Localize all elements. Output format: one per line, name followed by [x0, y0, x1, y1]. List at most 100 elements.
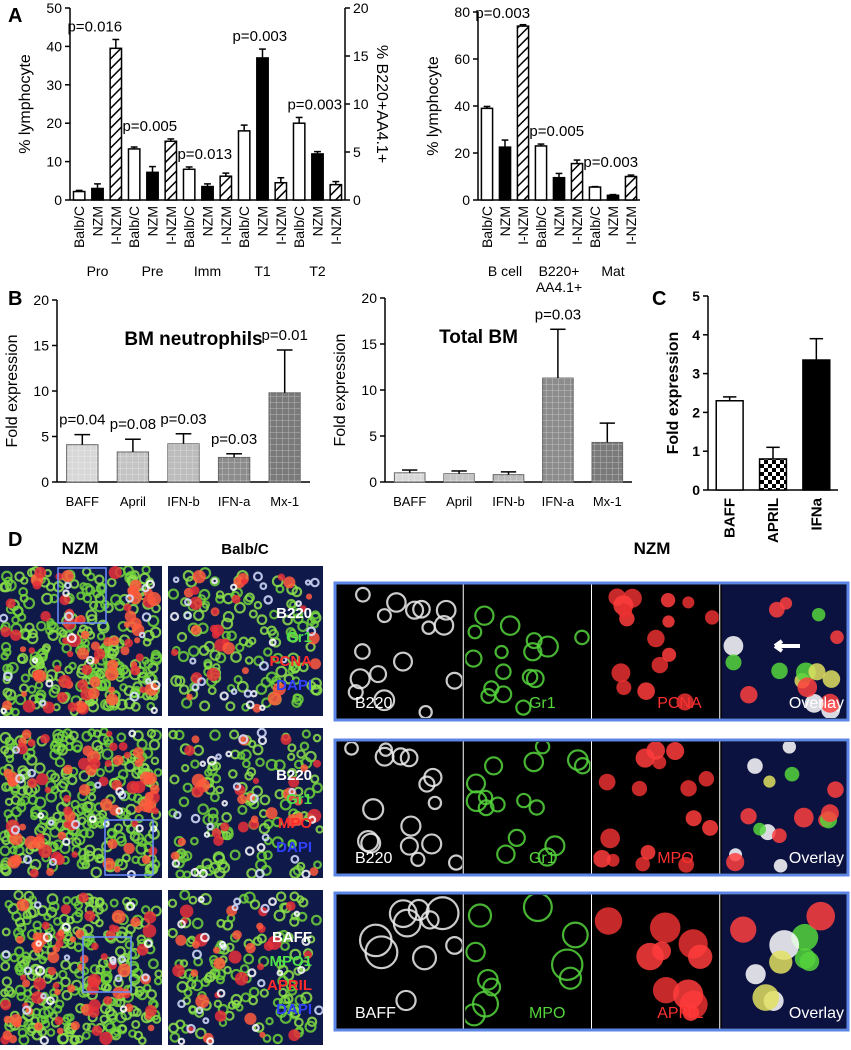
cell — [199, 893, 212, 906]
cell — [178, 796, 190, 808]
tile-label: B220 — [355, 850, 392, 867]
cell — [768, 601, 785, 618]
cell — [102, 820, 110, 828]
cell — [190, 759, 200, 769]
micrograph — [465, 895, 591, 1028]
group-label: Imm — [194, 263, 221, 279]
cell — [85, 655, 95, 665]
y-tick-label: 80 — [454, 4, 470, 20]
tile-label: MPO — [529, 1005, 565, 1022]
cell — [52, 728, 65, 741]
cell — [273, 909, 286, 922]
cell — [116, 732, 127, 743]
bar — [588, 186, 602, 201]
cell — [78, 784, 91, 796]
cell — [45, 780, 57, 792]
cell — [60, 976, 71, 988]
cell — [10, 629, 22, 641]
cell — [58, 628, 68, 638]
x-tick-label: NZM — [310, 206, 326, 236]
micrograph — [721, 895, 847, 1028]
cell — [216, 918, 226, 928]
p-value: p=0.08 — [110, 416, 156, 433]
cell — [256, 728, 267, 738]
cell — [96, 632, 106, 641]
cell — [313, 860, 322, 870]
cell — [248, 636, 257, 645]
cell — [799, 951, 820, 972]
tile-label: PCNA — [657, 695, 702, 712]
cell — [150, 825, 158, 833]
stain-label: Gr1 — [286, 791, 312, 808]
cell — [290, 664, 300, 674]
cell — [680, 780, 697, 797]
p-value: p=0.03 — [535, 306, 581, 323]
cell — [210, 607, 220, 617]
cell — [0, 626, 12, 638]
panel-label: B — [8, 288, 22, 310]
y-tick-label: 30 — [46, 77, 62, 93]
cell — [484, 756, 504, 776]
cell — [411, 945, 438, 971]
cell — [228, 950, 242, 964]
p-value: p=0.03 — [211, 431, 257, 448]
cell — [183, 611, 192, 620]
cell — [806, 901, 835, 931]
cell — [1, 976, 13, 987]
x-tick-label: NZM — [497, 206, 513, 236]
cell — [95, 767, 106, 778]
cell — [392, 651, 414, 672]
cell — [9, 953, 19, 963]
cell — [255, 868, 265, 878]
cell — [209, 729, 221, 741]
panel-label: C — [652, 288, 666, 310]
cell — [261, 833, 270, 842]
cell — [16, 798, 26, 807]
cell — [106, 1009, 118, 1021]
cell — [83, 844, 96, 857]
cell — [137, 755, 145, 763]
cell — [263, 850, 273, 861]
cell — [2, 687, 13, 698]
cell — [79, 582, 88, 591]
y-tick-label: 10 — [361, 382, 377, 398]
cell — [649, 912, 681, 944]
cell — [258, 660, 269, 671]
cell — [14, 571, 25, 582]
cell — [536, 635, 559, 658]
tile-label: Overlay — [789, 850, 844, 867]
cell — [90, 866, 103, 878]
cell — [288, 776, 300, 788]
cell — [515, 699, 532, 716]
cell — [128, 729, 137, 738]
cell — [177, 999, 186, 1009]
cell — [233, 897, 242, 906]
x-tick-label: I-NZM — [515, 206, 531, 245]
cell — [652, 977, 680, 1004]
y-tick-label: 0 — [462, 192, 470, 208]
cell — [0, 863, 11, 875]
cell — [39, 1035, 49, 1045]
cell — [15, 773, 26, 784]
cell — [256, 922, 264, 930]
cell — [573, 757, 591, 775]
column-header: NZM — [62, 539, 99, 558]
cell — [124, 638, 134, 648]
cell — [76, 647, 90, 660]
cell — [49, 841, 59, 852]
bar-texture — [591, 442, 623, 482]
p-value: p=0.013 — [177, 146, 232, 163]
cell — [131, 855, 140, 865]
cell — [209, 624, 219, 633]
x-tick-label: IFNa — [808, 497, 825, 530]
cell — [253, 655, 265, 667]
cell — [54, 664, 62, 673]
cell — [306, 626, 317, 637]
cell — [611, 663, 631, 683]
cell — [122, 566, 134, 576]
cell — [48, 901, 60, 912]
cell — [537, 847, 557, 867]
micrograph — [593, 585, 719, 718]
cell — [150, 706, 158, 715]
